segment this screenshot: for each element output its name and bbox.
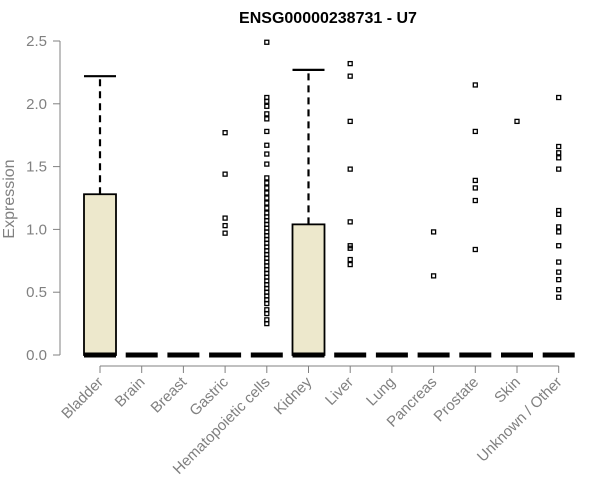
outlier-point — [472, 82, 478, 88]
outlier-point — [264, 210, 270, 216]
box-kidney — [291, 68, 326, 358]
outlier-point — [264, 151, 270, 157]
outlier-point — [556, 269, 562, 275]
x-tick-label: Brain — [112, 374, 149, 411]
outlier-point — [472, 128, 478, 135]
outlier-point — [222, 230, 228, 236]
outlier-point — [264, 39, 270, 45]
x-tick-label: Bladder — [58, 374, 107, 423]
outlier-point — [472, 185, 478, 191]
outlier-point — [222, 215, 228, 221]
outlier-point — [556, 243, 562, 249]
outlier-point — [264, 142, 270, 148]
outlier-point — [347, 166, 353, 172]
outlier-point — [430, 229, 437, 235]
outlier-point — [514, 118, 520, 125]
y-tick-label: 1.5 — [26, 159, 47, 176]
outlier-point — [222, 171, 228, 177]
outlier-point — [264, 317, 270, 323]
outlier-point — [556, 276, 562, 283]
outlier-point — [556, 94, 562, 101]
outlier-point — [430, 273, 437, 279]
x-tick-label: Liver — [322, 374, 357, 409]
x-tick-label: Skin — [491, 374, 524, 407]
outlier-point — [556, 143, 562, 150]
box-body — [291, 223, 326, 356]
outlier-point — [472, 246, 478, 253]
x-tick-label: Breast — [148, 373, 191, 416]
outlier-point — [347, 243, 353, 249]
outlier-point — [556, 207, 562, 214]
outlier-point — [264, 103, 270, 109]
outlier-point — [264, 94, 270, 101]
outlier-point — [556, 287, 562, 293]
outlier-point — [222, 222, 228, 229]
outlier-point — [347, 219, 353, 225]
outlier-point — [264, 190, 270, 196]
outlier-point — [556, 294, 562, 300]
outlier-point — [556, 229, 562, 235]
x-tick-label: Prostate — [431, 374, 483, 426]
outliers-group — [222, 39, 562, 327]
outlier-point — [556, 155, 562, 161]
y-tick-label: 0.0 — [26, 347, 47, 364]
y-tick-label: 2.5 — [26, 33, 47, 50]
outlier-point — [264, 111, 270, 117]
outlier-point — [264, 175, 270, 181]
outlier-point — [264, 200, 270, 206]
outlier-point — [556, 166, 562, 172]
y-axis-label: Expression — [1, 159, 18, 238]
outlier-point — [264, 185, 270, 191]
outlier-point — [264, 307, 270, 313]
outlier-point — [264, 195, 270, 201]
box-body — [83, 193, 117, 356]
boxes-group — [83, 68, 575, 358]
y-tick-label: 0.5 — [26, 284, 47, 301]
y-tick-label: 1.0 — [26, 221, 47, 238]
outlier-point — [264, 161, 270, 167]
box-bladder — [83, 75, 117, 358]
outlier-point — [264, 128, 270, 135]
outlier-point — [347, 261, 353, 268]
outlier-point — [347, 118, 353, 125]
outlier-point — [264, 116, 270, 122]
outlier-point — [264, 205, 270, 211]
chart-title: ENSG00000238731 - U7 — [239, 10, 417, 27]
outlier-point — [556, 259, 562, 265]
outlier-point — [347, 73, 353, 79]
outlier-point — [556, 150, 562, 156]
y-axis: 0.0 0.5 1.0 1.5 2.0 2.5 — [26, 33, 61, 364]
outlier-point — [472, 197, 478, 204]
outlier-point — [347, 60, 353, 67]
x-tick-label: Kidney — [271, 373, 316, 418]
outlier-point — [556, 224, 562, 230]
outlier-point — [264, 180, 270, 186]
outlier-point — [472, 177, 478, 184]
x-tick-label: Lung — [363, 374, 399, 410]
y-tick-label: 2.0 — [26, 96, 47, 113]
outlier-point — [347, 256, 353, 263]
outlier-point — [222, 130, 228, 136]
